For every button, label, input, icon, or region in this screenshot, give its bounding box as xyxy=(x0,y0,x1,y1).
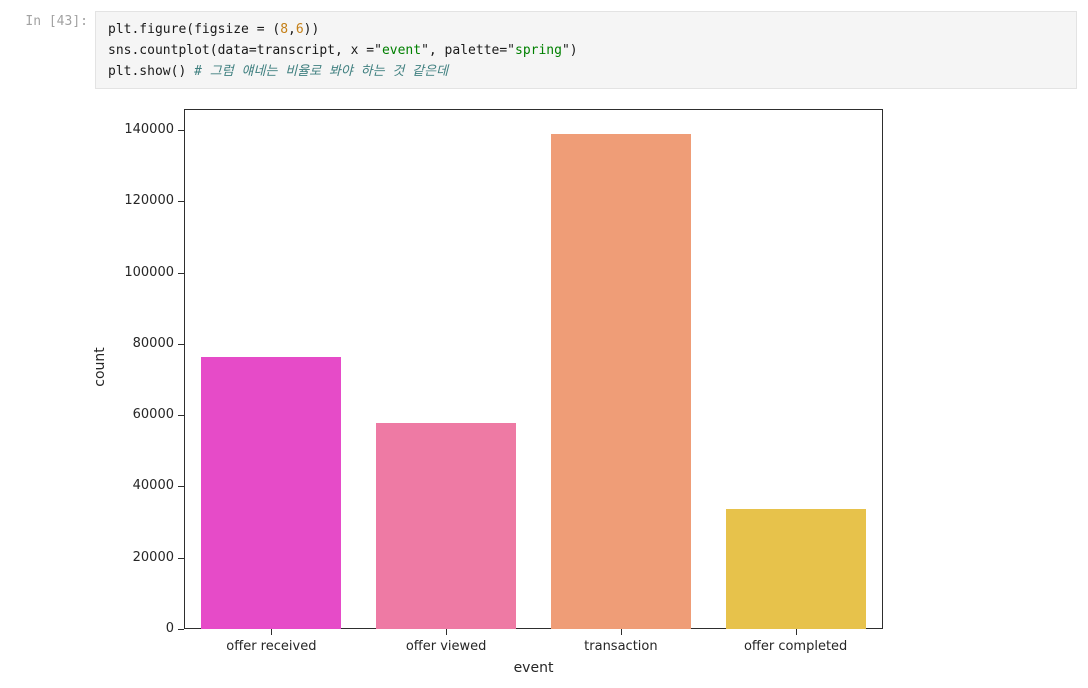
x-tick-mark xyxy=(795,629,797,635)
y-tick-mark xyxy=(178,201,184,203)
y-tick-label: 20000 xyxy=(132,549,174,565)
y-tick-mark xyxy=(178,629,184,630)
code-token-comment: # 그럼 얘네는 비율로 봐야 하는 것 같은데 xyxy=(194,64,449,79)
x-tick-label: offer received xyxy=(226,639,317,654)
bar-transaction xyxy=(550,133,691,629)
code-token-plain: ", palette=" xyxy=(421,43,515,58)
code-token-string: spring xyxy=(515,43,562,58)
cell-input-prompt: In [43]: xyxy=(25,14,88,29)
y-tick-mark xyxy=(178,557,184,559)
code-token-plain: plt.show() xyxy=(108,64,195,79)
y-tick-label: 0 xyxy=(165,621,174,636)
code-token-number: 8 xyxy=(280,22,289,37)
code-token-plain: sns.countplot(data=transcript, x =" xyxy=(108,43,382,58)
code-token-number: 6 xyxy=(295,22,304,37)
x-tick-label: offer completed xyxy=(743,639,848,654)
code-line: plt.figure(figsize = (8,6)) xyxy=(108,19,1064,40)
y-tick-mark xyxy=(178,130,184,132)
x-tick-label: transaction xyxy=(584,639,658,654)
code-token-plain: plt.figure(figsize = ( xyxy=(108,22,281,37)
code-editor[interactable]: plt.figure(figsize = (8,6)) sns.countplot… xyxy=(95,11,1077,89)
code-token-string: event xyxy=(381,43,422,58)
code-line: sns.countplot(data=transcript, x ="event… xyxy=(108,40,1064,61)
y-tick-label: 40000 xyxy=(132,478,174,494)
y-tick-label: 80000 xyxy=(132,335,174,351)
code-token-plain: ") xyxy=(561,43,578,58)
bar-offer-viewed xyxy=(376,423,517,629)
code-lines: plt.figure(figsize = (8,6)) sns.countplot… xyxy=(108,19,1064,82)
y-tick-label: 120000 xyxy=(124,193,174,209)
code-line: plt.show() # 그럼 얘네는 비율로 봐야 하는 것 같은데 xyxy=(108,61,1064,82)
y-tick-mark xyxy=(178,486,184,488)
code-token-plain: )) xyxy=(303,22,320,37)
y-axis-label: count xyxy=(92,347,108,387)
x-tick-label: offer viewed xyxy=(405,639,487,654)
x-tick-mark xyxy=(271,629,273,635)
x-tick-mark xyxy=(446,629,448,635)
x-tick-mark xyxy=(620,629,622,635)
code-token-plain: , xyxy=(288,22,296,37)
bar-offer-received xyxy=(201,357,342,629)
y-tick-mark xyxy=(178,343,184,345)
y-tick-mark xyxy=(178,272,184,274)
y-tick-label: 100000 xyxy=(124,264,174,280)
y-tick-label: 140000 xyxy=(124,122,174,138)
y-tick-mark xyxy=(178,415,184,417)
bar-offer-completed xyxy=(725,509,866,629)
y-tick-label: 60000 xyxy=(132,407,174,423)
x-axis-label: event xyxy=(513,660,554,676)
